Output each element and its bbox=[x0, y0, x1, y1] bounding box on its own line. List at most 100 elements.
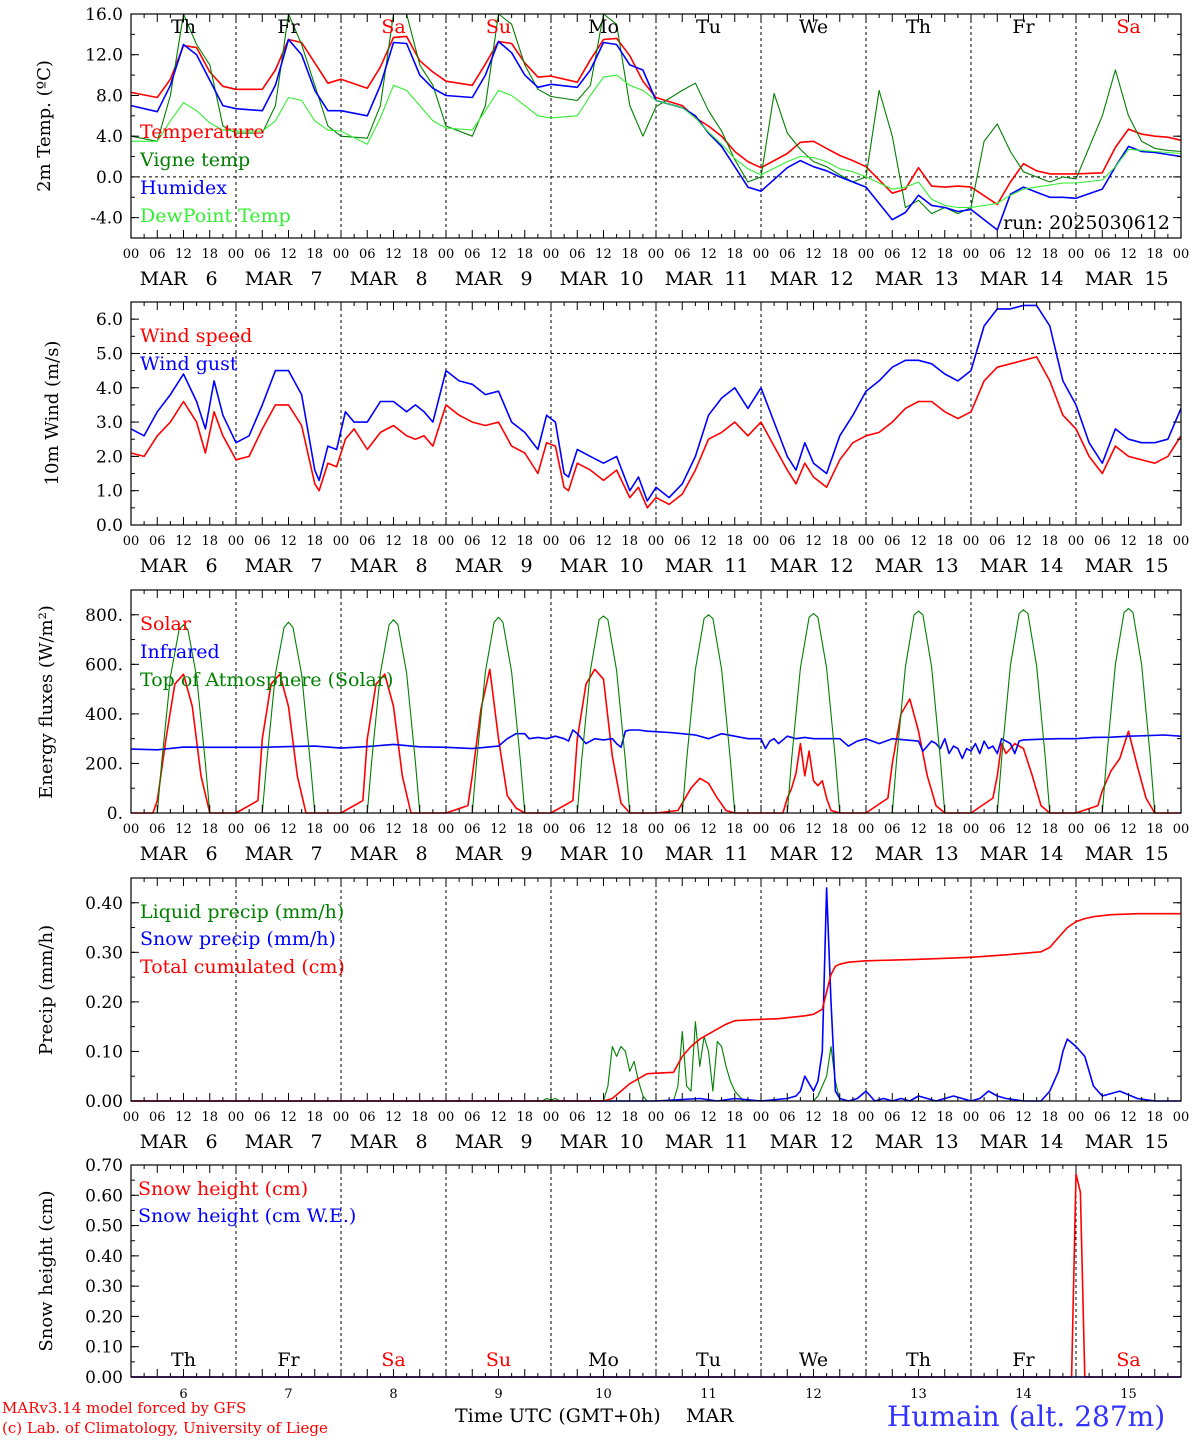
legend-entry-3: Humidex bbox=[140, 177, 227, 199]
hour-tick-label: 06 bbox=[884, 534, 901, 549]
day-name: Th bbox=[171, 16, 196, 38]
hour-tick-label: 06 bbox=[1094, 1110, 1111, 1125]
hour-tick-label: 18 bbox=[726, 1110, 743, 1125]
day-name: Tu bbox=[696, 1349, 721, 1371]
date-month-label: MAR bbox=[245, 268, 293, 290]
hour-tick-label: 12 bbox=[490, 247, 507, 262]
hour-tick-label: 12 bbox=[595, 1110, 612, 1125]
date-month-label: MAR bbox=[875, 268, 923, 290]
y-tick-label: 12.0 bbox=[85, 46, 123, 66]
date-month-label: MAR bbox=[875, 843, 923, 865]
hour-tick-label: 18 bbox=[516, 1110, 533, 1125]
hour-tick-label: 06 bbox=[359, 1110, 376, 1125]
date-day-label: 15 bbox=[1144, 555, 1168, 577]
date-day-label: 6 bbox=[205, 1131, 217, 1153]
date-day-label: 14 bbox=[1039, 843, 1063, 865]
hour-tick-label: 06 bbox=[359, 247, 376, 262]
hour-tick-label: 12 bbox=[1120, 247, 1137, 262]
date-day-label: 9 bbox=[494, 1387, 502, 1402]
hour-tick-label: 18 bbox=[411, 534, 428, 549]
date-day-label: 13 bbox=[934, 843, 958, 865]
hour-tick-label: 12 bbox=[910, 247, 927, 262]
date-month-label: MAR bbox=[1085, 843, 1133, 865]
hour-tick-label: 12 bbox=[805, 534, 822, 549]
hour-tick-label: 18 bbox=[306, 1110, 323, 1125]
hour-tick-label: 00 bbox=[228, 534, 245, 549]
hour-tick-label: 18 bbox=[1146, 247, 1163, 262]
hour-tick-label: 18 bbox=[201, 534, 218, 549]
day-name: Fr bbox=[1012, 1349, 1035, 1371]
date-month-label: MAR bbox=[980, 268, 1028, 290]
y-tick-label: 2.0 bbox=[96, 447, 123, 467]
hour-tick-label: 12 bbox=[385, 534, 402, 549]
date-day-label: 6 bbox=[205, 843, 217, 865]
hour-tick-label: 12 bbox=[1120, 534, 1137, 549]
series-line-2 bbox=[130, 729, 1182, 760]
date-month-label: MAR bbox=[245, 555, 293, 577]
date-day-label: 7 bbox=[284, 1387, 292, 1402]
hour-tick-label: 18 bbox=[411, 822, 428, 837]
y-tick-label: 4.0 bbox=[96, 127, 123, 147]
hour-tick-label: 00 bbox=[963, 1110, 980, 1125]
hour-tick-label: 18 bbox=[726, 822, 743, 837]
date-month-label: MAR bbox=[245, 1131, 293, 1153]
hour-tick-label: 00 bbox=[228, 822, 245, 837]
date-day-label: 9 bbox=[520, 555, 532, 577]
date-day-label: 13 bbox=[934, 555, 958, 577]
day-name: Mo bbox=[588, 1349, 619, 1371]
hour-tick-label: 06 bbox=[989, 1110, 1006, 1125]
legend-entry-1: Wind speed bbox=[140, 325, 252, 347]
date-day-label: 10 bbox=[619, 1131, 643, 1153]
day-name: We bbox=[799, 16, 828, 38]
hour-tick-label: 06 bbox=[149, 534, 166, 549]
hour-tick-label: 18 bbox=[726, 534, 743, 549]
date-month-label: MAR bbox=[140, 843, 188, 865]
hour-tick-label: 12 bbox=[175, 247, 192, 262]
hour-tick-label: 12 bbox=[280, 1110, 297, 1125]
hour-tick-label: 00 bbox=[753, 247, 770, 262]
date-day-label: 12 bbox=[829, 843, 853, 865]
hour-tick-label: 12 bbox=[280, 534, 297, 549]
hour-tick-label: 18 bbox=[831, 534, 848, 549]
date-month-label: MAR bbox=[455, 268, 503, 290]
date-day-label: 12 bbox=[829, 555, 853, 577]
hour-tick-label: 00 bbox=[648, 822, 665, 837]
hour-tick-label: 06 bbox=[884, 1110, 901, 1125]
day-name: Sa bbox=[381, 16, 405, 38]
y-tick-label: 200. bbox=[85, 754, 123, 774]
hour-tick-label: 12 bbox=[805, 1110, 822, 1125]
date-month-label: MAR bbox=[1085, 555, 1133, 577]
hour-tick-label: 12 bbox=[1015, 534, 1032, 549]
hour-tick-label: 00 bbox=[543, 247, 560, 262]
date-day-label: 11 bbox=[724, 843, 748, 865]
date-month-label: MAR bbox=[770, 268, 818, 290]
y-tick-label: 0.50 bbox=[85, 1217, 123, 1237]
hour-tick-label: 18 bbox=[1041, 534, 1058, 549]
hour-tick-label: 12 bbox=[490, 822, 507, 837]
hour-tick-label: 12 bbox=[910, 534, 927, 549]
hour-tick-label: 12 bbox=[490, 534, 507, 549]
hour-tick-label: 00 bbox=[963, 822, 980, 837]
date-day-label: 13 bbox=[934, 268, 958, 290]
hour-tick-label: 06 bbox=[569, 534, 586, 549]
y-tick-label: 0.10 bbox=[85, 1042, 123, 1062]
hour-tick-label: 06 bbox=[989, 534, 1006, 549]
hour-tick-label: 12 bbox=[700, 1110, 717, 1125]
y-tick-label: 1.0 bbox=[96, 482, 123, 502]
date-day-label: 15 bbox=[1144, 268, 1168, 290]
date-month-label: MAR bbox=[665, 843, 713, 865]
date-month-label: MAR bbox=[560, 555, 608, 577]
date-day-label: 14 bbox=[1039, 268, 1063, 290]
hour-tick-label: 18 bbox=[621, 247, 638, 262]
y-tick-label: 400. bbox=[85, 705, 123, 725]
hour-tick-label: 06 bbox=[254, 534, 271, 549]
model-credit-line2: (c) Lab. of Climatology, University of L… bbox=[2, 1419, 328, 1437]
hour-tick-label: 18 bbox=[936, 822, 953, 837]
y-tick-label: -4.0 bbox=[90, 209, 123, 229]
hour-tick-label: 12 bbox=[280, 247, 297, 262]
date-day-label: 6 bbox=[205, 555, 217, 577]
hour-tick-label: 06 bbox=[674, 534, 691, 549]
hour-tick-label: 18 bbox=[621, 822, 638, 837]
y-axis-label: Snow height (cm) bbox=[36, 1190, 57, 1351]
